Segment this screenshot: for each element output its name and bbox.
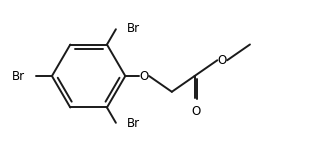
Text: Br: Br (127, 117, 140, 130)
Text: Br: Br (127, 22, 140, 35)
Text: O: O (218, 54, 227, 67)
Text: O: O (140, 70, 149, 82)
Text: Br: Br (12, 70, 25, 82)
Text: O: O (191, 104, 200, 117)
